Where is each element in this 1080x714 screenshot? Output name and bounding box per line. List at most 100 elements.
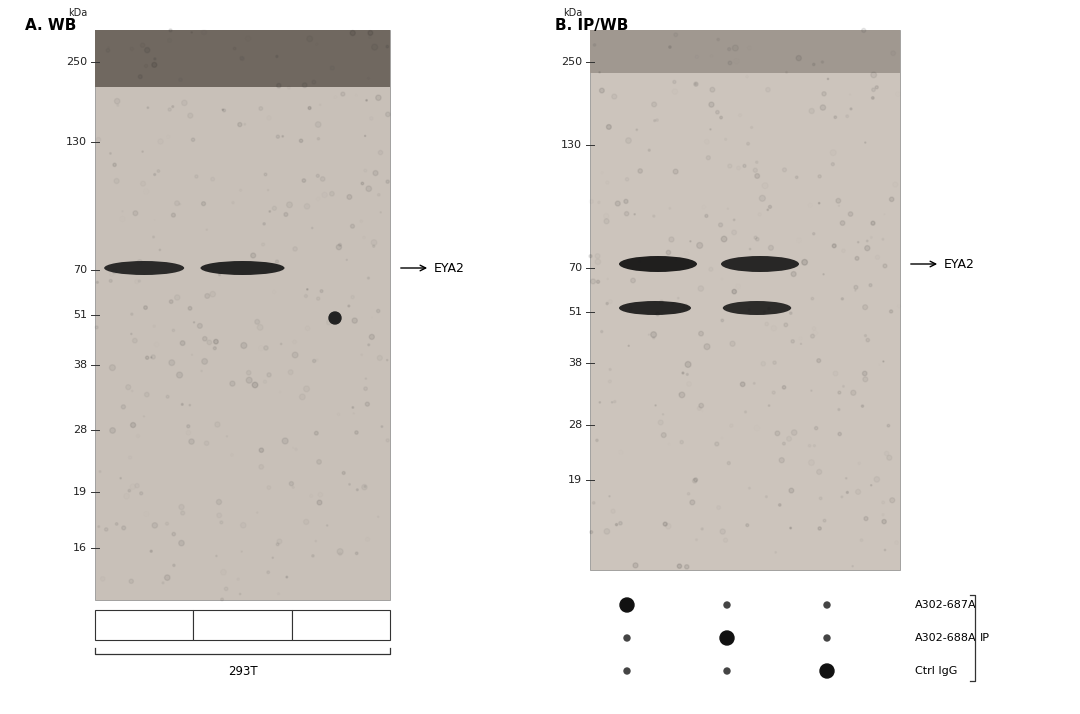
Circle shape <box>264 346 268 350</box>
Circle shape <box>218 273 220 276</box>
Circle shape <box>591 279 595 284</box>
Circle shape <box>351 224 354 228</box>
Circle shape <box>746 142 750 145</box>
Circle shape <box>121 405 125 409</box>
Circle shape <box>596 281 599 283</box>
Circle shape <box>373 245 375 247</box>
Circle shape <box>838 432 841 436</box>
Circle shape <box>604 528 610 534</box>
Circle shape <box>604 218 609 223</box>
Text: A. WB: A. WB <box>25 18 77 33</box>
Circle shape <box>613 401 616 403</box>
Circle shape <box>365 402 369 406</box>
Circle shape <box>144 306 147 309</box>
Circle shape <box>187 425 190 428</box>
Text: A302-688A: A302-688A <box>915 633 976 643</box>
Circle shape <box>347 195 352 199</box>
Circle shape <box>862 29 866 32</box>
Circle shape <box>157 170 160 172</box>
Circle shape <box>796 56 801 61</box>
Circle shape <box>728 48 731 51</box>
Circle shape <box>850 108 852 110</box>
Circle shape <box>821 105 825 110</box>
Circle shape <box>241 57 244 61</box>
Circle shape <box>624 668 630 674</box>
Circle shape <box>654 405 657 406</box>
Circle shape <box>175 295 180 300</box>
Circle shape <box>272 557 273 558</box>
Circle shape <box>767 209 769 211</box>
Circle shape <box>173 564 175 566</box>
Circle shape <box>240 593 241 595</box>
Circle shape <box>732 289 737 294</box>
Circle shape <box>286 576 287 578</box>
Circle shape <box>286 202 293 208</box>
Circle shape <box>172 533 175 536</box>
Circle shape <box>348 305 350 307</box>
Circle shape <box>768 405 770 406</box>
Circle shape <box>685 565 689 569</box>
Circle shape <box>193 322 194 323</box>
Circle shape <box>841 298 843 300</box>
Circle shape <box>611 402 612 403</box>
Circle shape <box>600 331 603 333</box>
Circle shape <box>368 344 369 346</box>
Bar <box>590 30 900 570</box>
Circle shape <box>754 383 755 384</box>
Circle shape <box>114 178 119 183</box>
Circle shape <box>162 582 164 584</box>
Circle shape <box>355 431 359 434</box>
Circle shape <box>147 107 149 109</box>
Circle shape <box>715 442 719 446</box>
Circle shape <box>259 448 264 453</box>
Circle shape <box>293 352 298 358</box>
Circle shape <box>783 442 785 445</box>
Circle shape <box>779 458 784 463</box>
Circle shape <box>865 142 866 143</box>
Circle shape <box>129 489 131 492</box>
Circle shape <box>718 223 723 227</box>
Bar <box>95 610 193 640</box>
Circle shape <box>315 121 321 127</box>
Circle shape <box>609 496 610 497</box>
Circle shape <box>181 100 187 106</box>
Circle shape <box>706 156 711 160</box>
Circle shape <box>634 213 635 215</box>
Circle shape <box>355 552 357 555</box>
Ellipse shape <box>104 261 185 275</box>
Circle shape <box>276 84 281 88</box>
Circle shape <box>168 360 175 366</box>
Circle shape <box>887 424 890 427</box>
Circle shape <box>869 283 872 286</box>
Circle shape <box>832 163 835 166</box>
Text: 51: 51 <box>73 310 87 320</box>
Circle shape <box>320 290 323 293</box>
Circle shape <box>110 153 111 154</box>
Circle shape <box>846 115 849 118</box>
Circle shape <box>755 174 759 178</box>
Circle shape <box>870 72 877 78</box>
Circle shape <box>172 213 175 217</box>
Circle shape <box>152 523 158 528</box>
Circle shape <box>362 485 367 490</box>
Circle shape <box>732 45 739 51</box>
Circle shape <box>727 461 730 465</box>
Circle shape <box>141 151 144 152</box>
Circle shape <box>811 390 812 391</box>
Circle shape <box>342 471 346 474</box>
Circle shape <box>865 246 869 251</box>
Circle shape <box>312 80 315 84</box>
Text: 28: 28 <box>72 425 87 435</box>
Circle shape <box>216 499 221 505</box>
Circle shape <box>874 477 879 482</box>
Circle shape <box>326 525 328 526</box>
Circle shape <box>705 214 707 218</box>
Circle shape <box>743 164 746 167</box>
Circle shape <box>766 496 768 498</box>
Circle shape <box>330 66 335 70</box>
Circle shape <box>606 303 608 305</box>
Circle shape <box>764 311 766 313</box>
Circle shape <box>730 341 735 346</box>
Text: B. IP/WB: B. IP/WB <box>555 18 629 33</box>
Circle shape <box>179 78 183 81</box>
